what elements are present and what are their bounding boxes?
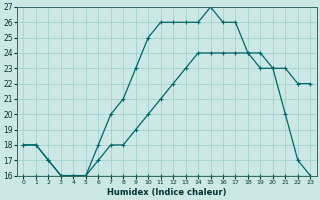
X-axis label: Humidex (Indice chaleur): Humidex (Indice chaleur)	[107, 188, 227, 197]
